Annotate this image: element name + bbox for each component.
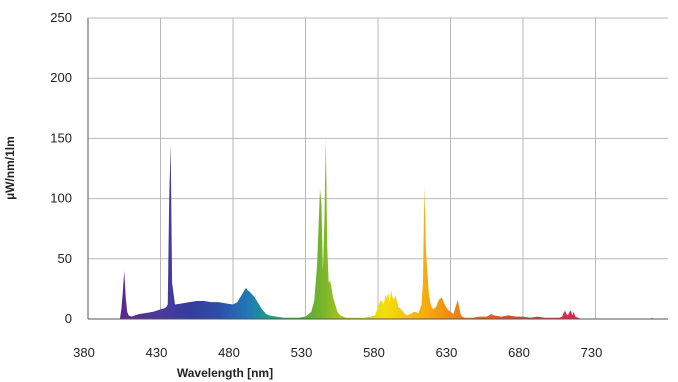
y-tick-label-50: 50	[58, 251, 72, 266]
y-tick-label-150: 150	[50, 130, 72, 145]
x-tick-label-630: 630	[436, 345, 458, 360]
x-tick-label-680: 680	[508, 345, 530, 360]
plot-frame	[87, 17, 668, 320]
y-tick-label-100: 100	[50, 191, 72, 206]
y-axis-title: µW/nm/1lm	[3, 136, 17, 200]
y-axis-ticks: 0 50 100 150 200 250	[50, 10, 72, 326]
x-tick-label-380: 380	[73, 345, 95, 360]
x-tick-label-730: 730	[581, 345, 603, 360]
x-tick-label-530: 530	[291, 345, 313, 360]
y-tick-label-200: 200	[50, 70, 72, 85]
x-tick-label-430: 430	[146, 345, 168, 360]
y-tick-label-250: 250	[50, 10, 72, 25]
x-tick-label-480: 480	[218, 345, 240, 360]
x-tick-label-580: 580	[363, 345, 385, 360]
x-axis-title: Wavelength [nm]	[177, 366, 273, 380]
y-tick-label-0: 0	[65, 311, 72, 326]
x-axis-ticks: 380 430 480 530 580 630 680 730	[73, 345, 602, 360]
grid	[88, 17, 668, 319]
